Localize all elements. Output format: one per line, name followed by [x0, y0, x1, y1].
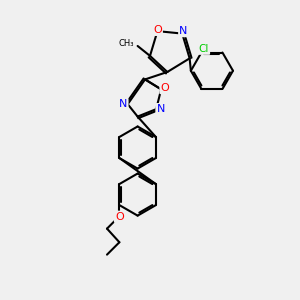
Text: N: N [157, 104, 165, 114]
Text: N: N [179, 26, 188, 36]
Text: Cl: Cl [199, 44, 209, 54]
Text: O: O [160, 83, 169, 93]
Text: CH₃: CH₃ [118, 38, 134, 47]
Text: O: O [115, 212, 124, 222]
Text: O: O [153, 25, 162, 35]
Text: N: N [119, 99, 128, 109]
